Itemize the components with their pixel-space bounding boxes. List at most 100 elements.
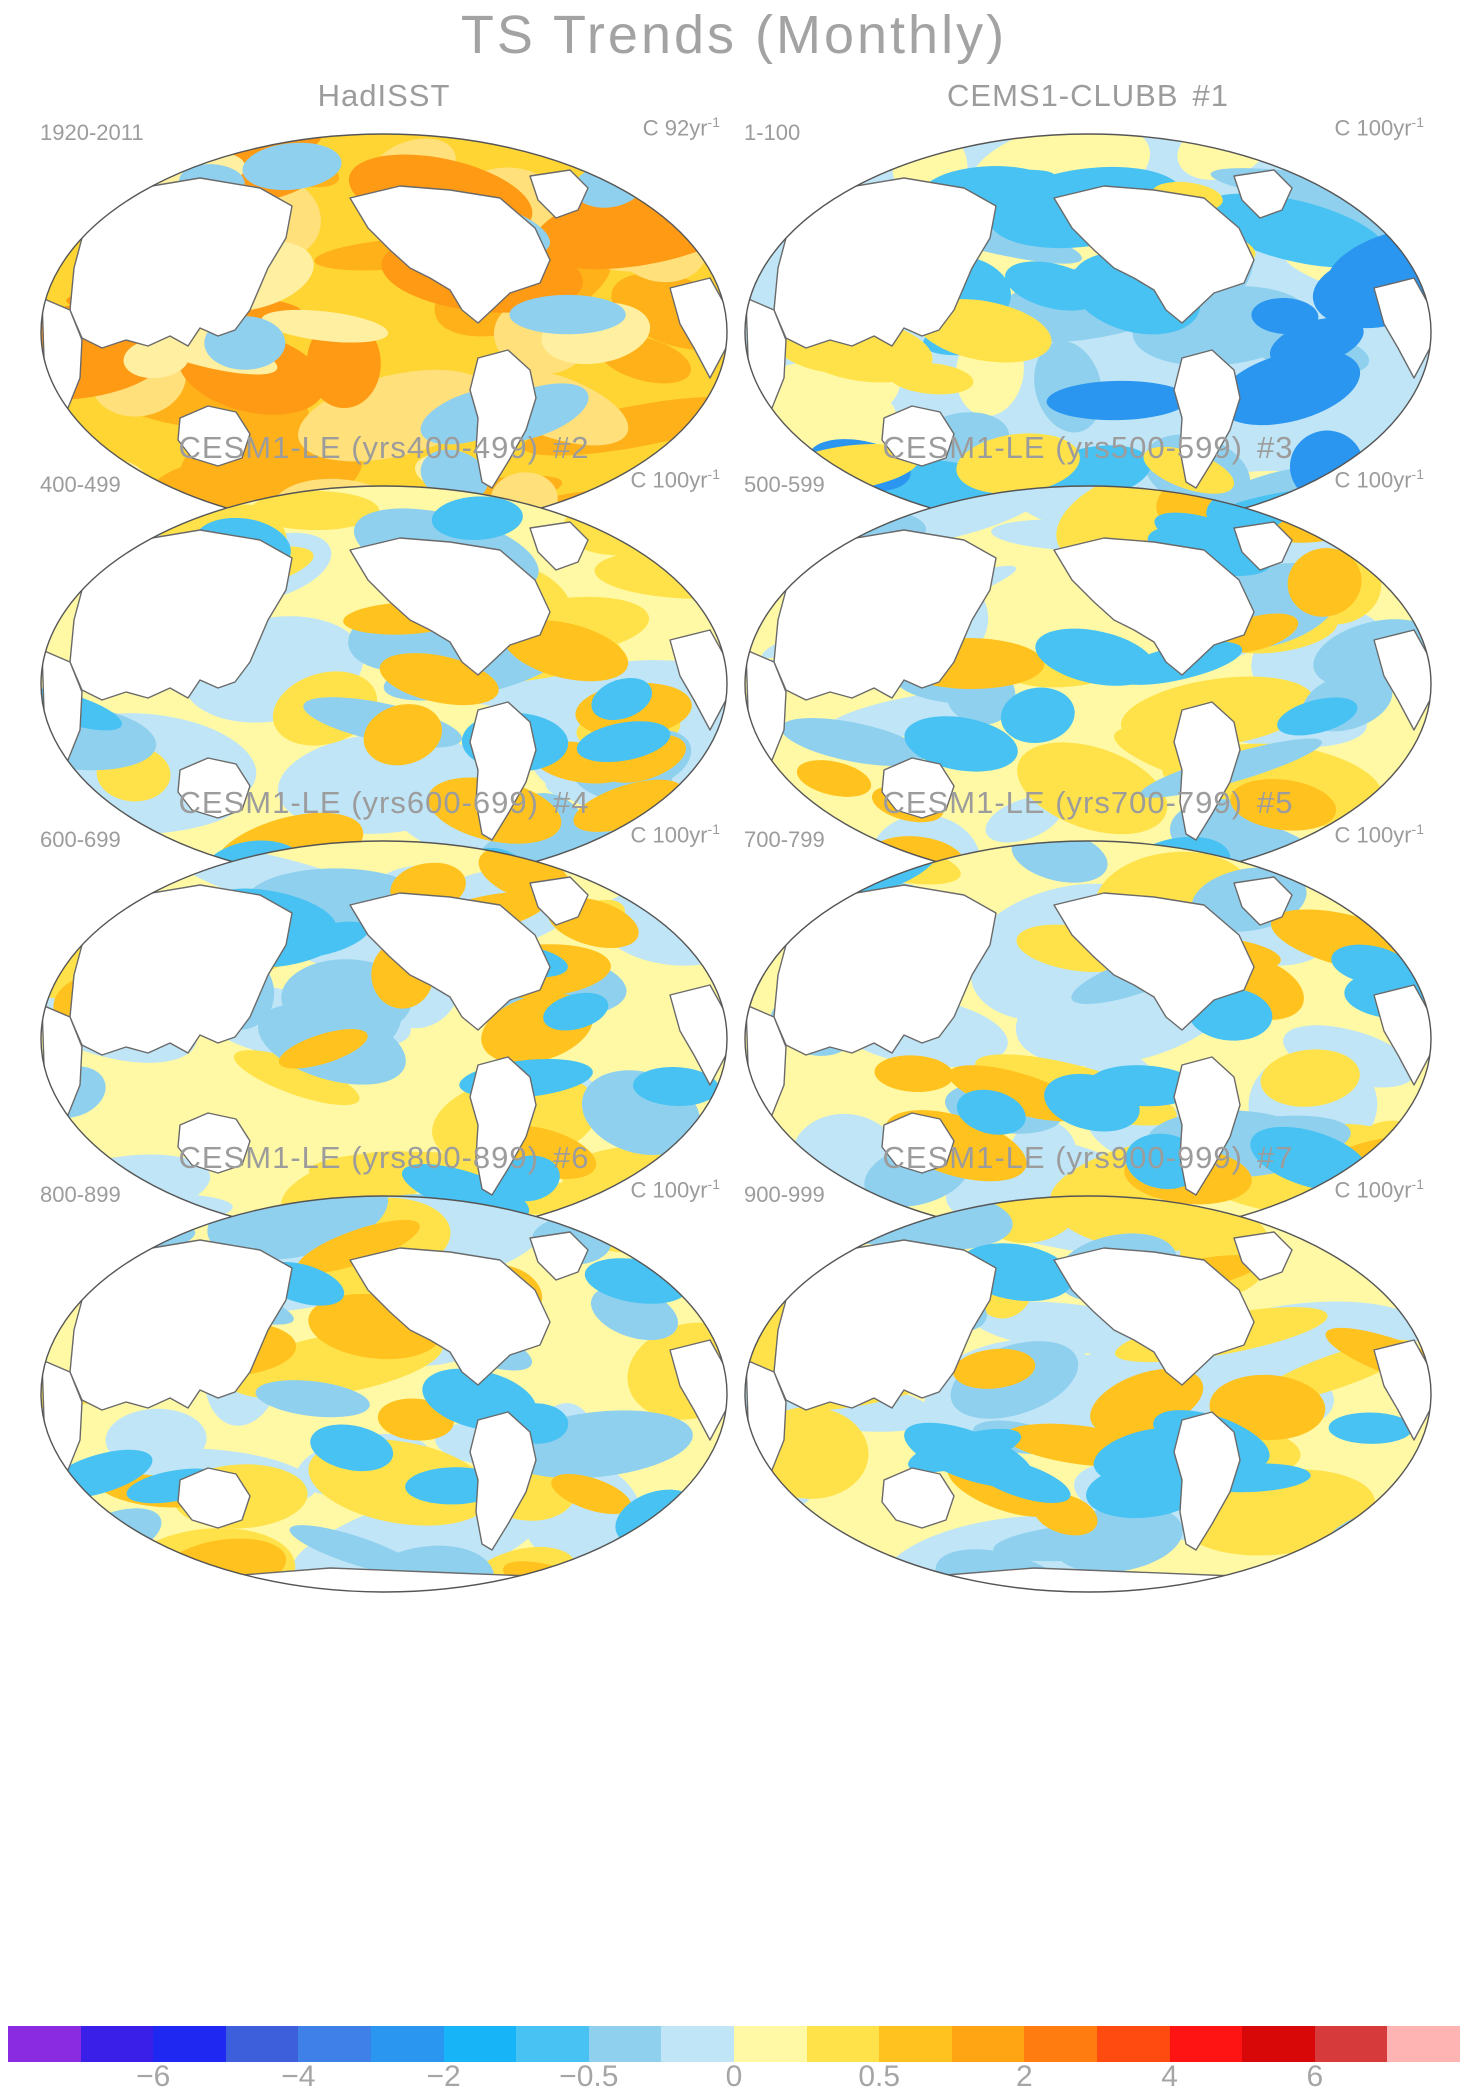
trend-contour <box>1287 548 1362 617</box>
map-panel: CESM1-LE (yrs500-599) #3 500-599 C 100yr-1 <box>734 430 1442 900</box>
year-range: 600-699 <box>40 827 121 852</box>
panel-title-text: CESM1-LE (yrs800-899) <box>178 1140 539 1175</box>
trend-contour <box>1046 380 1189 421</box>
land-mask <box>669 1339 727 1441</box>
land-mask <box>469 701 537 841</box>
colorbar-tick-label: −6 <box>136 2060 171 2093</box>
trend-contour <box>1218 349 1361 426</box>
colorbar-tick-label: 4 <box>1161 2060 1178 2093</box>
land-mask <box>1173 701 1241 841</box>
year-range: 800-899 <box>40 1182 121 1207</box>
land-mask <box>469 349 537 489</box>
map-panel: CEMS1-CLUBB #1 1-100 C 100yr-1 <box>734 78 1442 548</box>
colorbar-segment <box>1096 2026 1170 2062</box>
trend-contour <box>261 309 389 343</box>
map-plot <box>40 1195 728 1593</box>
trend-contour <box>1035 628 1156 686</box>
panel-title-text: CESM1-LE (yrs700-799) <box>882 785 1243 820</box>
colorbar-segment <box>225 2026 299 2062</box>
map-border <box>40 1195 728 1593</box>
trend-contour <box>497 1155 560 1202</box>
panel-title: CESM1-LE (yrs600-699) #4 <box>30 785 738 821</box>
trend-contour <box>1009 1120 1077 1188</box>
year-range: 700-799 <box>744 827 825 852</box>
panel-number: #5 <box>1256 785 1294 820</box>
land-mask <box>881 757 955 819</box>
land-mask <box>69 177 293 349</box>
colorbar-segment <box>733 2026 807 2062</box>
trend-contour <box>363 704 442 766</box>
colorbar-tick-label: 0.5 <box>858 2060 901 2093</box>
units-exponent: -1 <box>707 1176 720 1192</box>
trend-contour <box>551 1473 632 1515</box>
map-panel: CESM1-LE (yrs400-499) #2 400-499 C 100yr-1 <box>30 430 738 900</box>
units-base: C 100yr <box>1334 822 1412 848</box>
land-mask <box>469 1411 537 1551</box>
land-mask <box>669 984 727 1086</box>
panel-title: CESM1-LE (yrs500-599) #3 <box>734 430 1442 466</box>
figure-title: TS Trends (Monthly) <box>460 5 1008 65</box>
colorbar-segment <box>80 2026 154 2062</box>
land-mask <box>349 892 551 1031</box>
trend-contour <box>576 721 671 763</box>
map-panel: CESM1-LE (yrs800-899) #6 800-899 C 100yr-1 <box>30 1140 738 1610</box>
land-mask <box>177 1112 251 1174</box>
land-mask <box>177 405 251 467</box>
colorbar-tick-label: −2 <box>426 2060 461 2093</box>
land-mask <box>1373 1339 1431 1441</box>
units-label: C 100yr-1 <box>1335 1176 1425 1203</box>
panel-title: CEMS1-CLUBB #1 <box>734 78 1442 114</box>
trend-contour <box>242 142 342 191</box>
land-mask <box>469 1056 537 1196</box>
map-plot <box>744 840 1432 1238</box>
colorbar-segment <box>661 2026 734 2062</box>
units-label: C 100yr-1 <box>1335 821 1425 848</box>
colorbar-segment <box>951 2026 1025 2062</box>
colorbar-tick-labels: −6 −4 −2 −0.5 0 0.5 2 4 6 <box>8 2060 1460 2094</box>
colorbar-segment <box>1024 2026 1097 2062</box>
trend-contour <box>1000 687 1075 744</box>
trend-contour <box>509 294 626 335</box>
map-border <box>744 1195 1432 1593</box>
land-mask <box>1053 537 1255 676</box>
trend-contour <box>1277 697 1358 736</box>
units-exponent: -1 <box>1411 466 1424 482</box>
panel-number: #4 <box>552 785 590 820</box>
land-mask <box>1233 876 1293 926</box>
land-mask <box>529 1231 589 1281</box>
land-mask <box>349 1247 551 1386</box>
units-base: C 100yr <box>1334 467 1412 493</box>
units-base: C 100yr <box>1334 115 1412 141</box>
trend-contour <box>956 1089 1026 1135</box>
units-label: C 92yr-1 <box>643 114 720 141</box>
year-range: 500-599 <box>744 472 825 497</box>
units-exponent: -1 <box>1411 114 1424 130</box>
colorbar-tick-label: 6 <box>1306 2060 1324 2093</box>
land-mask <box>1233 521 1293 571</box>
trend-contour <box>431 496 523 541</box>
land-mask <box>69 529 293 701</box>
land-mask <box>177 757 251 819</box>
units-base: C 100yr <box>1334 1177 1412 1203</box>
trend-contour <box>255 1380 370 1418</box>
land-mask <box>669 629 727 731</box>
panel-number: #6 <box>552 1140 590 1175</box>
trend-contour <box>796 760 872 797</box>
units-exponent: -1 <box>1411 1176 1424 1192</box>
land-mask <box>1173 349 1241 489</box>
units-exponent: -1 <box>1411 821 1424 837</box>
panel-number: #7 <box>1256 1140 1294 1175</box>
land-mask <box>773 529 997 701</box>
land-mask <box>1053 1247 1255 1386</box>
land-mask <box>529 876 589 926</box>
land-mask <box>529 169 589 219</box>
trend-contour <box>1328 1412 1413 1444</box>
trend-contour <box>573 779 684 832</box>
land-mask <box>1373 277 1431 379</box>
land-mask <box>349 537 551 676</box>
map-plot <box>40 840 728 1238</box>
panel-title: HadISST <box>30 78 738 114</box>
colorbar-segment <box>1169 2026 1243 2062</box>
land-mask <box>69 884 293 1056</box>
trend-contour <box>401 1164 530 1220</box>
